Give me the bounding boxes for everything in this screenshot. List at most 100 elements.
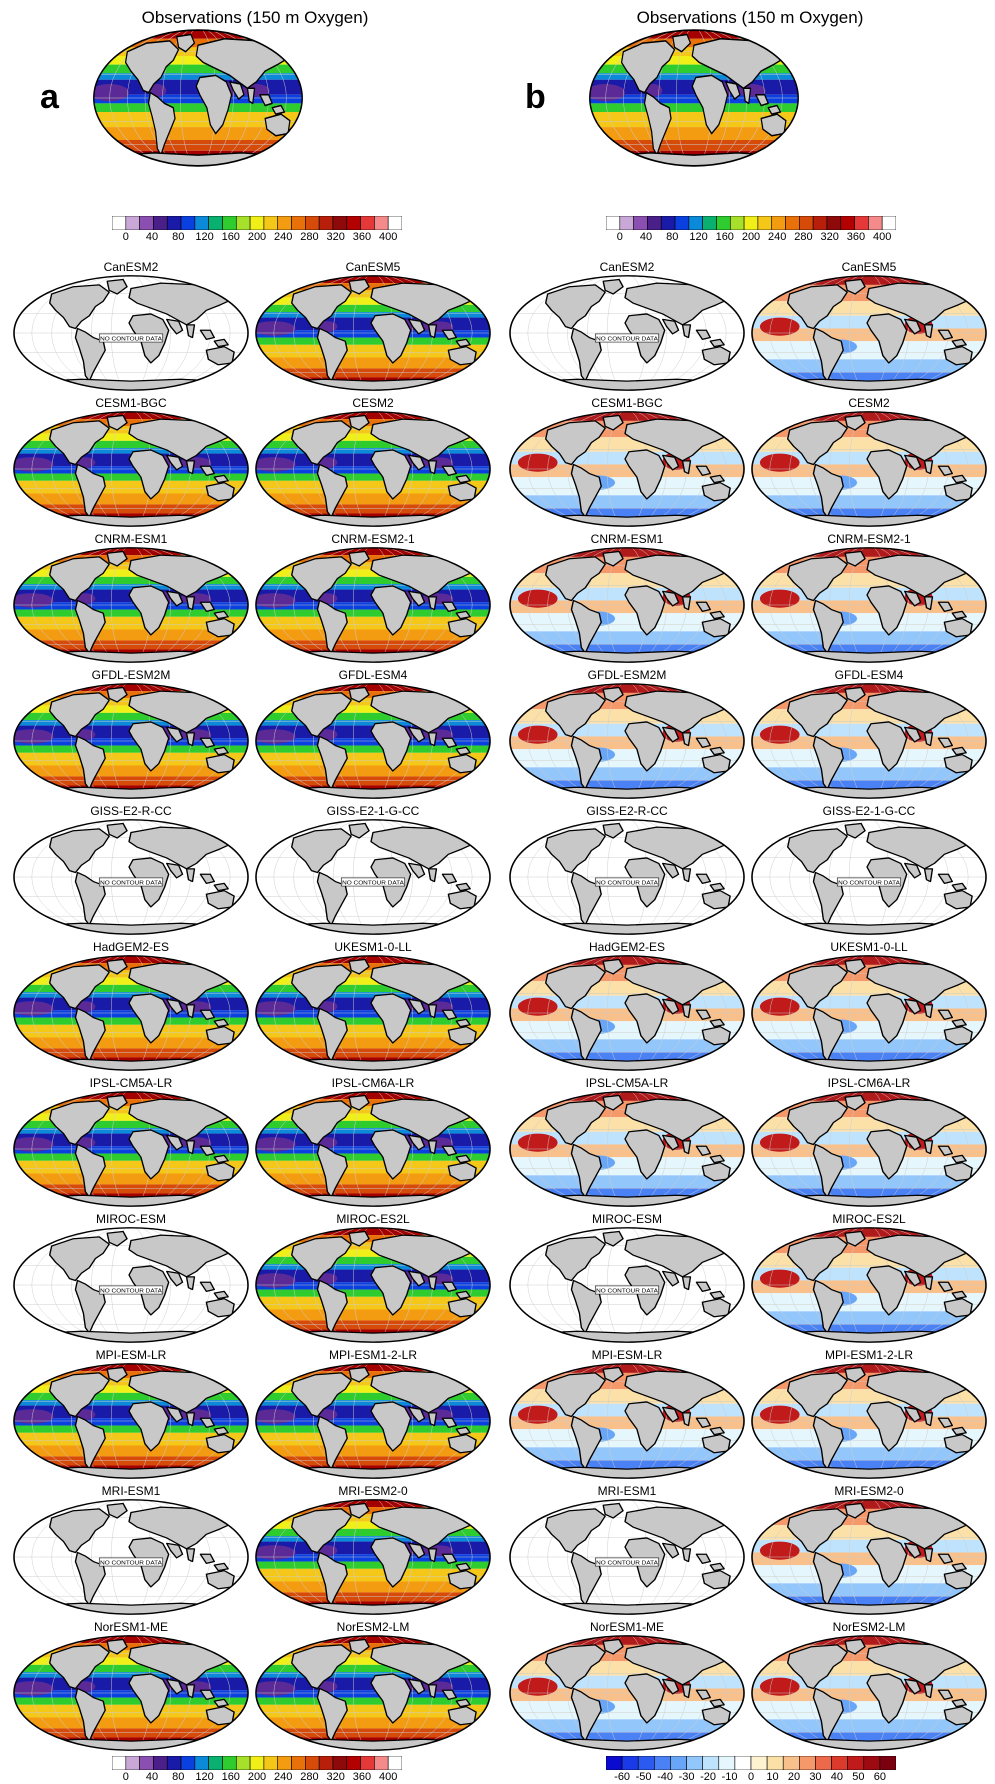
colorbar-swatch (826, 216, 842, 230)
map-outline (509, 275, 745, 391)
landmass (316, 1007, 348, 1062)
landmass (316, 599, 348, 654)
landmass (213, 474, 229, 484)
landmass (812, 871, 844, 926)
colorbar-swatch (263, 1756, 279, 1770)
meridian-line (527, 1227, 727, 1343)
model-title: CESM2 (352, 396, 394, 410)
bias-band (751, 683, 987, 693)
meridian-line (91, 819, 171, 935)
bias-band (509, 1188, 745, 1198)
oxygen-band (589, 103, 799, 112)
no-data-label: NO CONTOUR DATA (100, 335, 163, 342)
meridian-line (587, 683, 667, 799)
colorbar-tick-label: -40 (657, 1771, 674, 1783)
colorbar-swatch (112, 216, 127, 230)
landmass (455, 1426, 471, 1436)
landmass (166, 862, 184, 879)
landmass (348, 1366, 370, 1383)
landmass (408, 726, 426, 743)
map-outline (255, 1635, 491, 1751)
world-map (255, 955, 491, 1071)
landmass (185, 1140, 196, 1155)
colorbar-tick-label: 160 (715, 231, 734, 243)
model-map-b-ukesm1-0-ll: UKESM1-0-LL (750, 940, 988, 1072)
landmass (370, 1401, 412, 1452)
meridian-line (91, 1363, 171, 1479)
landmass (48, 692, 110, 738)
landmass (844, 1366, 866, 1383)
landmass (213, 1018, 229, 1028)
oxygen-band (255, 440, 491, 449)
meridian-line (829, 275, 909, 391)
oxygen-band (255, 1664, 491, 1673)
oxygen-band (13, 1456, 249, 1466)
oxygen-band (13, 752, 249, 766)
meridian-line (587, 955, 667, 1071)
landmass (370, 993, 412, 1044)
landmass (185, 596, 196, 611)
landmass (370, 313, 412, 364)
landmass (602, 550, 624, 567)
landmass (602, 822, 624, 839)
meridian-line (31, 1635, 231, 1751)
oxygen-band (13, 1099, 249, 1107)
landmass (951, 1290, 967, 1300)
world-map: NO CONTOUR DATA (509, 1227, 745, 1343)
model-title: GFDL-ESM4 (338, 668, 408, 682)
landmass (570, 735, 602, 790)
oxygen-band (255, 480, 491, 494)
model-title: CanESM5 (345, 260, 401, 274)
meridian-line (333, 683, 413, 799)
oxygen-band (255, 1146, 491, 1154)
landmass (695, 601, 711, 612)
world-map (509, 411, 745, 527)
oxygen-band (255, 1249, 491, 1257)
no-data-box (594, 1557, 660, 1567)
oxygen-band (93, 103, 303, 112)
landmass (786, 1644, 848, 1690)
oxygen-band (255, 705, 491, 713)
landmass (951, 1154, 967, 1164)
map-outline (255, 275, 491, 391)
bias-band (509, 1091, 745, 1101)
oxygen-band (255, 584, 491, 590)
oxygen-band (13, 576, 249, 585)
landmass (74, 463, 106, 518)
landmass (408, 998, 426, 1015)
landmass (866, 585, 908, 636)
meridian-line (91, 1227, 171, 1343)
colorbar-swatch (718, 1756, 736, 1770)
meridian-line (91, 683, 171, 799)
model-title: CanESM2 (103, 260, 159, 274)
world-map (255, 1091, 491, 1207)
bias-band (751, 1429, 987, 1448)
landmass (408, 1134, 426, 1151)
oxygen-band (255, 1320, 491, 1330)
world-map (13, 547, 249, 663)
oxygen-band (255, 616, 491, 630)
landmass (786, 1100, 848, 1146)
landmass (923, 868, 934, 883)
map-outline (255, 1499, 491, 1615)
meridian-line (31, 411, 231, 527)
model-title: MRI-ESM2-0 (834, 1484, 904, 1498)
colorbar-tick-label: 280 (300, 231, 319, 243)
colorbar-swatch (374, 216, 389, 230)
model-map-b-canesm5: CanESM5 (750, 260, 988, 392)
bias-band (509, 477, 745, 496)
bias-band (751, 1732, 987, 1742)
meridian-line (273, 411, 473, 527)
colorbar-swatch (771, 216, 786, 230)
no-data-box (98, 1557, 164, 1567)
bias-band (509, 411, 745, 421)
oxygen-band (255, 1456, 491, 1466)
landmass (455, 746, 471, 756)
oxygen-band (255, 738, 491, 746)
colorbar-swatch (332, 216, 348, 230)
colorbar-tick-label: 120 (195, 1771, 214, 1783)
oxygen-band (13, 720, 249, 726)
landmass (348, 278, 370, 295)
landmass (441, 1281, 457, 1292)
oxygen-band (255, 1592, 491, 1602)
